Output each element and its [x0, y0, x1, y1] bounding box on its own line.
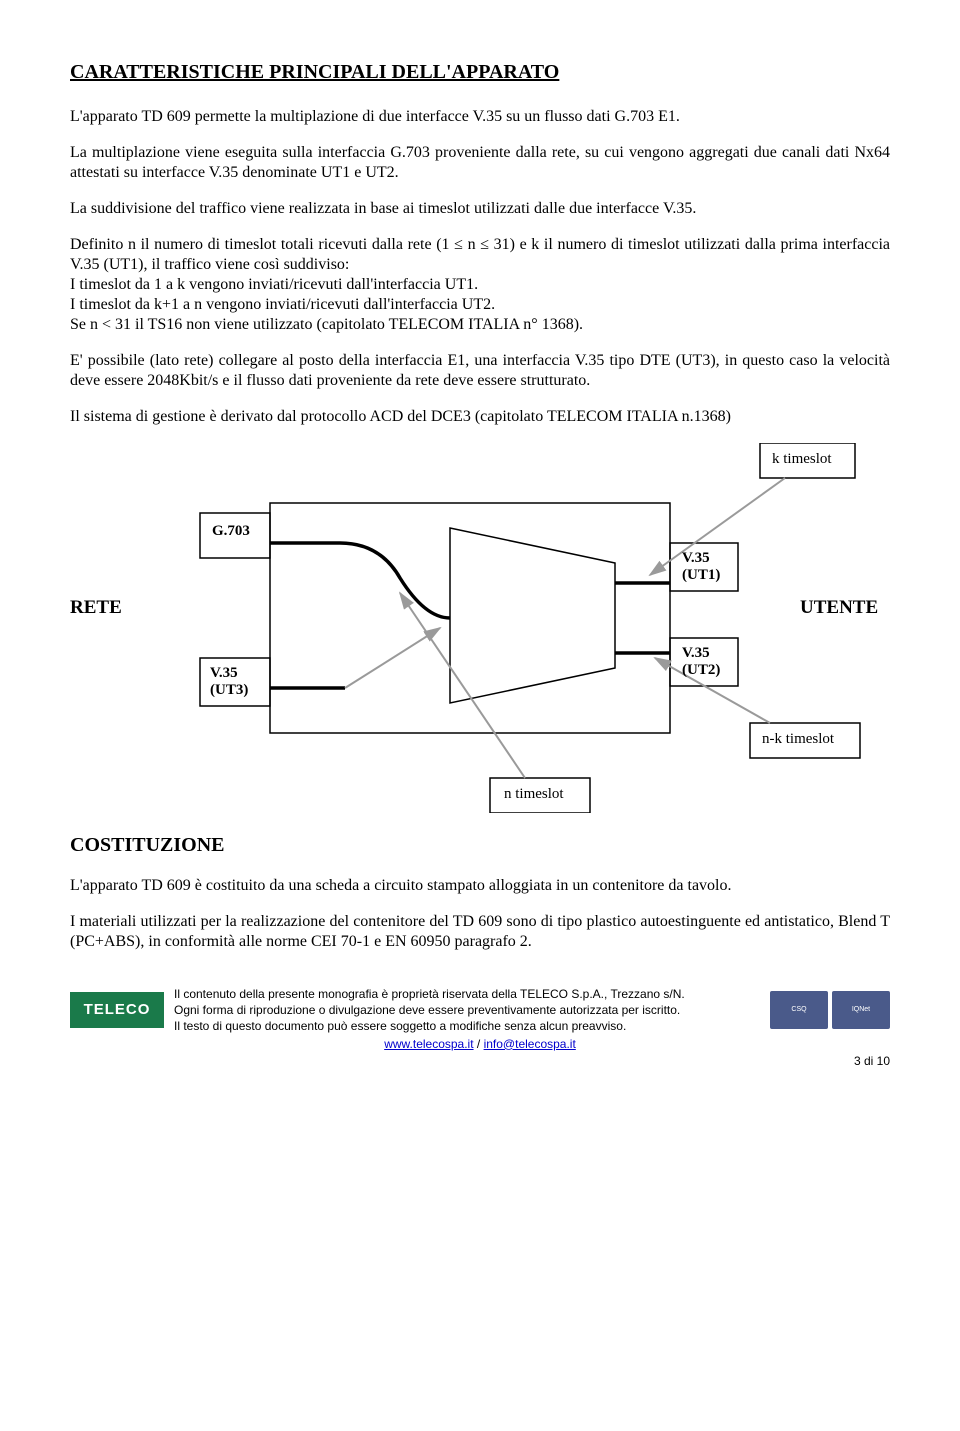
label-utente: UTENTE [800, 598, 878, 619]
paragraph: I materiali utilizzati per la realizzazi… [70, 912, 890, 952]
paragraph: L'apparato TD 609 permette la multiplazi… [70, 107, 890, 127]
footer-line: Il testo di questo documento può essere … [174, 1018, 760, 1034]
paragraph: La suddivisione del traffico viene reali… [70, 199, 890, 219]
text: Se n < 31 il TS16 non viene utilizzato (… [70, 316, 583, 333]
page-footer: TELECO Il contenuto della presente monog… [70, 986, 890, 1035]
label-nk-timeslot: n-k timeslot [762, 731, 834, 748]
certification-logos: CSQ IQNet [770, 991, 890, 1029]
teleco-logo: TELECO [70, 992, 164, 1028]
cert-csq: CSQ [770, 991, 828, 1029]
paragraph: Il sistema di gestione è derivato dal pr… [70, 407, 890, 427]
footer-links: www.telecospa.it / info@telecospa.it [70, 1037, 890, 1052]
label-n-timeslot: n timeslot [504, 786, 564, 803]
text: I timeslot da 1 a k vengono inviati/rice… [70, 276, 478, 293]
text: I timeslot da k+1 a n vengono inviati/ri… [70, 296, 495, 313]
paragraph: Definito n il numero di timeslot totali … [70, 235, 890, 335]
footer-text: Il contenuto della presente monografia è… [164, 986, 770, 1035]
footer-link-site[interactable]: www.telecospa.it [384, 1037, 473, 1051]
paragraph: L'apparato TD 609 è costituito da una sc… [70, 876, 890, 896]
paragraph: E' possibile (lato rete) collegare al po… [70, 351, 890, 391]
cert-iqnet: IQNet [832, 991, 890, 1029]
footer-link-email[interactable]: info@telecospa.it [484, 1037, 576, 1051]
separator: / [477, 1037, 484, 1051]
section-heading-characteristics: CARATTERISTICHE PRINCIPALI DELL'APPARATO [70, 60, 890, 85]
label-g703: G.703 [212, 523, 250, 540]
diagram-svg [70, 443, 890, 813]
footer-line: Il contenuto della presente monografia è… [174, 986, 760, 1002]
footer-line: Ogni forma di riproduzione o divulgazion… [174, 1002, 760, 1018]
page-number: 3 di 10 [70, 1054, 890, 1069]
label-v35-ut3: V.35 (UT3) [210, 665, 248, 698]
label-rete: RETE [70, 598, 122, 619]
section-heading-costituzione: COSTITUZIONE [70, 833, 890, 858]
block-diagram: G.703 V.35 (UT3) V.35 (UT1) V.35 (UT2) k… [70, 443, 890, 813]
paragraph: La multiplazione viene eseguita sulla in… [70, 143, 890, 183]
label-v35-ut1: V.35 (UT1) [682, 550, 720, 583]
text: Definito n il numero di timeslot totali … [70, 236, 890, 273]
label-v35-ut2: V.35 (UT2) [682, 645, 720, 678]
label-k-timeslot: k timeslot [772, 451, 832, 468]
